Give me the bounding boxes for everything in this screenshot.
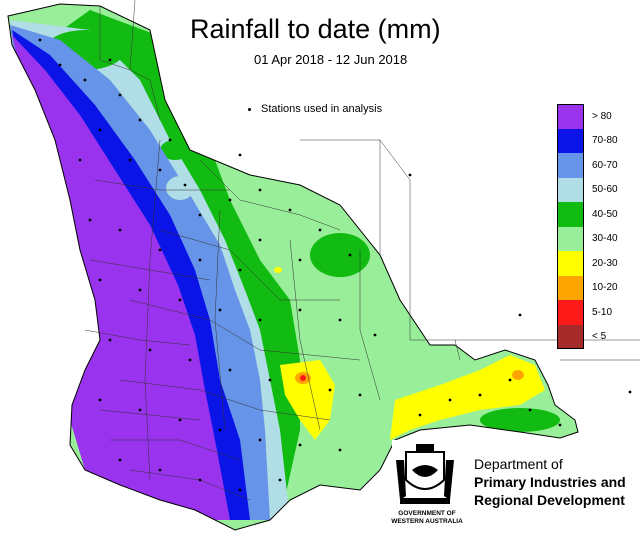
legend-label: 20-30 xyxy=(592,257,618,269)
legend-label: 40-50 xyxy=(592,208,618,220)
legend-item: 50-60 xyxy=(557,177,618,202)
legend-swatch xyxy=(557,128,584,153)
stations-note: Stations used in analysis xyxy=(248,103,382,115)
legend-item: 60-70 xyxy=(557,153,618,178)
legend-item: 40-50 xyxy=(557,202,618,227)
station-dots xyxy=(38,38,632,492)
stations-note-label: Stations used in analysis xyxy=(261,103,383,115)
legend-item: 10-20 xyxy=(557,275,618,300)
legend-label: 5-10 xyxy=(592,306,613,318)
legend-label: 60-70 xyxy=(592,159,618,171)
map-title: Rainfall to date (mm) xyxy=(190,14,441,44)
legend-label: > 80 xyxy=(592,110,612,122)
legend-item: 30-40 xyxy=(557,226,618,251)
legend-swatch xyxy=(557,300,584,325)
map-subtitle: 01 Apr 2018 - 12 Jun 2018 xyxy=(254,52,408,67)
station-dot-icon xyxy=(248,107,251,111)
legend-item: < 5 xyxy=(557,324,618,349)
coat-of-arms-icon xyxy=(396,444,454,504)
legend-label: 10-20 xyxy=(592,282,618,294)
department-logo-block: GOVERNMENT OF WESTERN AUSTRALIA Departme… xyxy=(391,440,632,530)
legend-label: 70-80 xyxy=(592,135,618,147)
legend-label: < 5 xyxy=(592,331,607,343)
legend-swatch xyxy=(557,202,584,227)
legend: > 80 70-80 60-70 50-60 40-50 30-40 20-30 10-20 5… xyxy=(557,104,618,349)
legend-label: 30-40 xyxy=(592,233,618,245)
legend-swatch xyxy=(557,324,584,349)
legend-item: 5-10 xyxy=(557,300,618,325)
legend-item: 70-80 xyxy=(557,128,618,153)
legend-swatch xyxy=(557,177,584,202)
department-name: Department of Primary Industries and Reg… xyxy=(474,456,626,508)
gov-wa-text: GOVERNMENT OF WESTERN AUSTRALIA xyxy=(391,510,463,525)
legend-swatch xyxy=(557,251,584,276)
legend-item: > 80 xyxy=(557,104,618,129)
legend-swatch xyxy=(557,153,584,178)
shire-boundaries xyxy=(84,0,640,501)
legend-swatch xyxy=(557,104,584,129)
legend-swatch xyxy=(557,226,584,251)
legend-label: 50-60 xyxy=(592,184,618,196)
legend-swatch xyxy=(557,275,584,300)
legend-item: 20-30 xyxy=(557,251,618,276)
